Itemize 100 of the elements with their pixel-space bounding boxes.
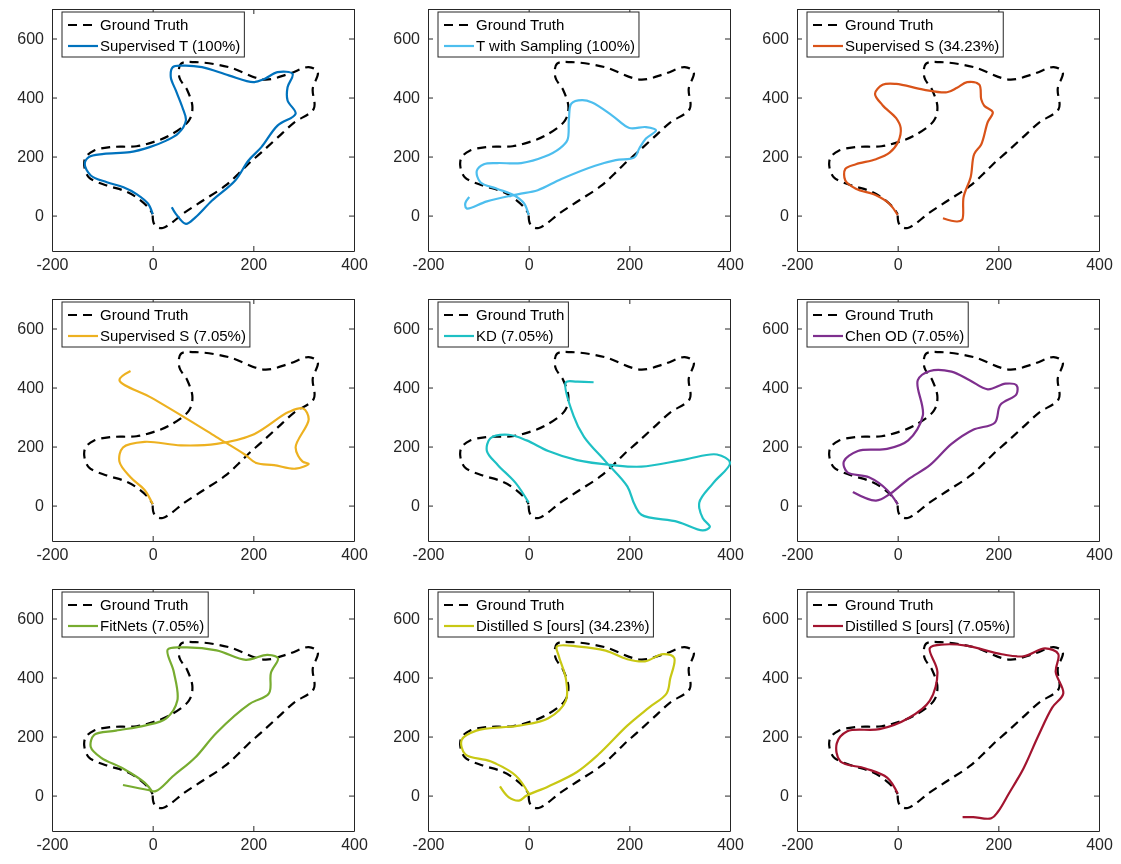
x-tick-label: -200: [36, 546, 69, 564]
line-series: [459, 350, 695, 520]
x-tick-label: 0: [893, 256, 903, 274]
y-tick-label: 400: [762, 669, 790, 687]
x-tick-label: 0: [148, 546, 158, 564]
legend-label: Distilled S [ours] (34.23%): [476, 617, 650, 634]
x-tick-label: -200: [412, 546, 445, 564]
y-tick-label: 200: [762, 148, 790, 166]
x-tick-label: -200: [781, 836, 814, 854]
y-tick-label: 0: [35, 497, 45, 515]
line-series: [83, 350, 319, 520]
line-series: [459, 60, 695, 230]
y-tick-label: 200: [393, 148, 421, 166]
x-tick-label: 0: [524, 256, 534, 274]
x-tick-label: 400: [1086, 836, 1113, 854]
y-tick-label: 400: [393, 379, 421, 397]
legend-label: Ground Truth: [100, 16, 189, 33]
y-tick-label: 600: [762, 320, 790, 338]
line-series: [842, 368, 1019, 506]
y-tick-label: 0: [411, 207, 421, 225]
x-tick-label: -200: [36, 836, 69, 854]
x-tick-label: 400: [341, 256, 368, 274]
y-tick-label: 0: [780, 787, 790, 805]
x-tick-label: -200: [412, 836, 445, 854]
y-tick-label: 200: [393, 728, 421, 746]
x-tick-label: 200: [616, 836, 644, 854]
x-tick-label: 0: [148, 836, 158, 854]
legend-label: FitNets (7.05%): [100, 617, 205, 634]
x-tick-label: 200: [985, 256, 1013, 274]
y-tick-label: 400: [393, 89, 421, 107]
line-series: [485, 380, 732, 532]
y-tick-label: 0: [35, 207, 45, 225]
y-tick-label: 600: [393, 610, 421, 628]
y-tick-label: 0: [411, 787, 421, 805]
legend-label: Ground Truth: [100, 306, 189, 323]
x-tick-label: 200: [240, 256, 268, 274]
line-series: [118, 369, 310, 506]
y-tick-label: 200: [762, 438, 790, 456]
legend-label: Ground Truth: [845, 16, 934, 33]
line-series: [464, 99, 658, 217]
y-tick-label: 600: [762, 30, 790, 48]
y-tick-label: 200: [762, 728, 790, 746]
x-tick-label: 200: [240, 546, 268, 564]
legend-label: Ground Truth: [476, 306, 565, 323]
x-tick-label: 400: [1086, 546, 1113, 564]
y-tick-label: 0: [780, 207, 790, 225]
legend-label: Ground Truth: [476, 596, 565, 613]
line-series: [828, 60, 1064, 230]
legend-label: T with Sampling (100%): [476, 37, 635, 54]
line-series: [83, 640, 319, 810]
x-tick-label: 0: [148, 256, 158, 274]
y-tick-label: 200: [17, 148, 45, 166]
x-tick-label: 400: [341, 836, 368, 854]
y-tick-label: 400: [762, 89, 790, 107]
y-tick-label: 200: [17, 728, 45, 746]
x-tick-label: 200: [240, 836, 268, 854]
legend-label: Ground Truth: [476, 16, 565, 33]
legend-label: Ground Truth: [100, 596, 189, 613]
x-tick-label: -200: [412, 256, 445, 274]
x-tick-label: 200: [616, 546, 644, 564]
x-tick-label: 0: [524, 546, 534, 564]
x-tick-label: 0: [893, 546, 903, 564]
y-tick-label: 600: [762, 610, 790, 628]
y-tick-label: 600: [17, 320, 45, 338]
legend-label: Ground Truth: [845, 306, 934, 323]
line-series: [89, 646, 280, 794]
y-tick-label: 200: [393, 438, 421, 456]
x-tick-label: 0: [524, 836, 534, 854]
legend-label: KD (7.05%): [476, 327, 554, 344]
y-tick-label: 600: [17, 610, 45, 628]
x-tick-label: 400: [341, 546, 368, 564]
y-tick-label: 400: [17, 669, 45, 687]
x-tick-label: 400: [717, 546, 744, 564]
y-tick-label: 600: [393, 320, 421, 338]
x-tick-label: 400: [717, 836, 744, 854]
legend-label: Supervised S (34.23%): [845, 37, 1000, 54]
x-tick-label: 200: [985, 836, 1013, 854]
line-series: [828, 350, 1064, 520]
y-tick-label: 400: [17, 89, 45, 107]
x-tick-label: 200: [985, 546, 1013, 564]
legend-label: Chen OD (7.05%): [845, 327, 965, 344]
y-tick-label: 0: [35, 787, 45, 805]
legend-label: Ground Truth: [845, 596, 934, 613]
y-tick-label: 600: [393, 30, 421, 48]
x-tick-label: -200: [36, 256, 69, 274]
y-tick-label: 400: [17, 379, 45, 397]
x-tick-label: -200: [781, 256, 814, 274]
y-tick-label: 0: [780, 497, 790, 515]
line-series: [843, 80, 994, 223]
x-tick-label: 0: [893, 836, 903, 854]
legend-label: Distilled S [ours] (7.05%): [845, 617, 1011, 634]
legend-label: Supervised T (100%): [100, 37, 241, 54]
x-tick-label: 400: [717, 256, 744, 274]
x-tick-label: 400: [1086, 256, 1113, 274]
y-tick-label: 0: [411, 497, 421, 515]
y-tick-label: 200: [17, 438, 45, 456]
x-tick-label: -200: [781, 546, 814, 564]
y-tick-label: 400: [762, 379, 790, 397]
legend-label: Supervised S (7.05%): [100, 327, 246, 344]
x-tick-label: 200: [616, 256, 644, 274]
